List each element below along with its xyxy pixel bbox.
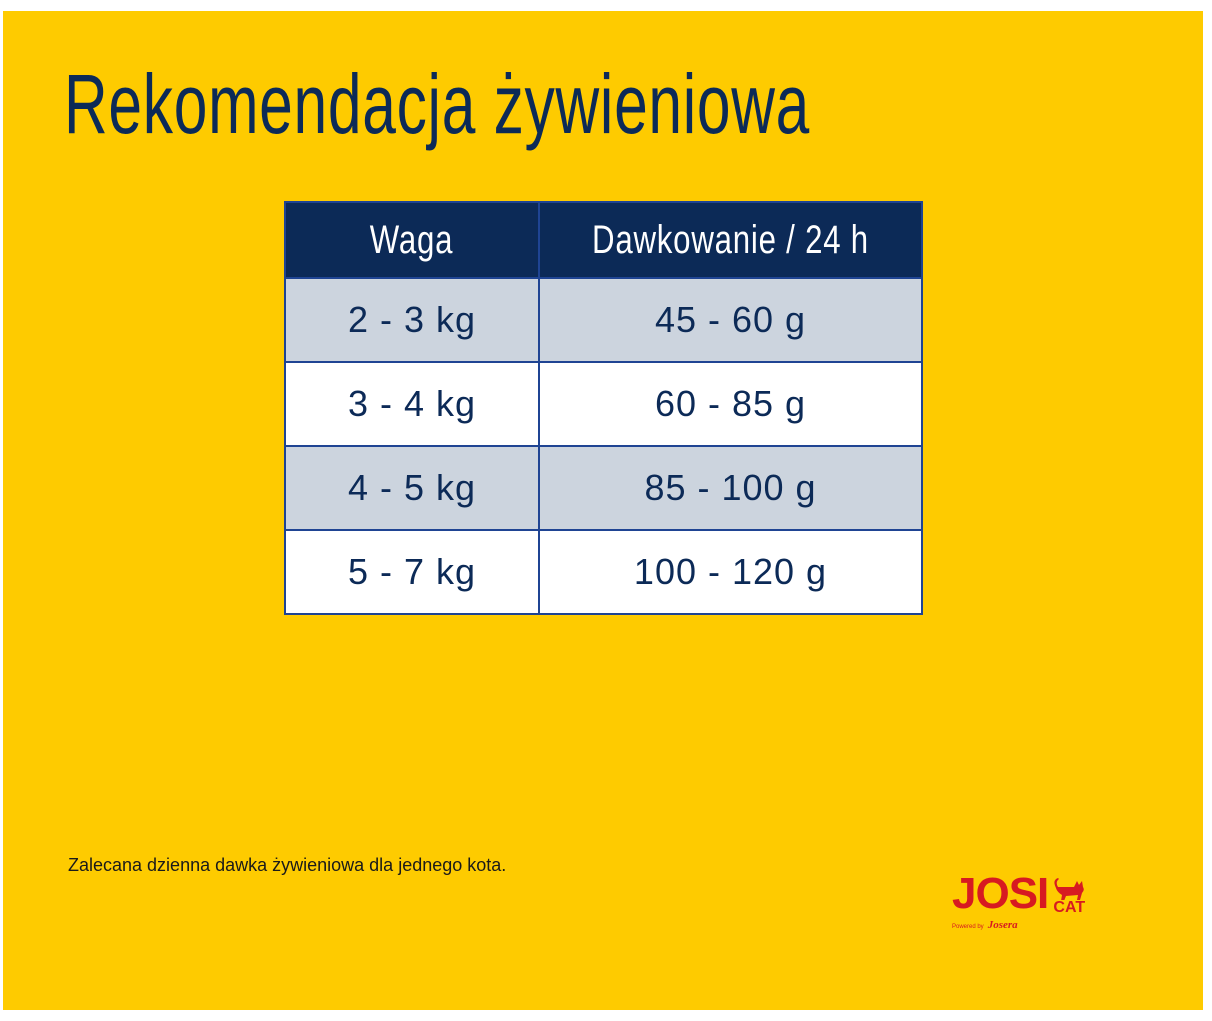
josicat-logo: JOSI CAT Powered by Josera xyxy=(952,872,1086,932)
dosage-cell: 100 - 120 g xyxy=(538,529,923,615)
header-weight: Waga xyxy=(284,201,540,279)
logo-sub: CAT xyxy=(1053,899,1086,916)
logo-brand: JOSI xyxy=(952,869,1049,918)
header-weight-label: Waga xyxy=(370,217,454,262)
dosage-cell: 45 - 60 g xyxy=(538,277,923,363)
logo-side: CAT xyxy=(1052,876,1086,916)
weight-cell: 3 - 4 kg xyxy=(284,361,540,447)
weight-cell: 2 - 3 kg xyxy=(284,277,540,363)
table-header-row: Waga Dawkowanie / 24 h xyxy=(284,201,923,279)
table-row: 4 - 5 kg 85 - 100 g xyxy=(284,445,923,531)
logo-maker: Josera xyxy=(987,919,1018,931)
logo-powered: Powered by xyxy=(952,924,984,930)
footnote: Zalecana dzienna dawka żywieniowa dla je… xyxy=(68,855,507,875)
table-row: 5 - 7 kg 100 - 120 g xyxy=(284,529,923,615)
table-row: 2 - 3 kg 45 - 60 g xyxy=(284,277,923,363)
page-title: Rekomendacja żywieniowa xyxy=(64,57,811,151)
dosage-cell: 60 - 85 g xyxy=(538,361,923,447)
table-row: 3 - 4 kg 60 - 85 g xyxy=(284,361,923,447)
feeding-table: Waga Dawkowanie / 24 h 2 - 3 kg 45 - 60 … xyxy=(284,201,923,615)
logo-main-row: JOSI CAT xyxy=(952,872,1086,916)
dosage-cell: 85 - 100 g xyxy=(538,445,923,531)
header-dosage: Dawkowanie / 24 h xyxy=(538,201,923,279)
weight-cell: 4 - 5 kg xyxy=(284,445,540,531)
logo-footer: Powered by Josera xyxy=(952,919,1086,932)
weight-cell: 5 - 7 kg xyxy=(284,529,540,615)
header-dosage-label: Dawkowanie / 24 h xyxy=(592,217,869,262)
cat-icon xyxy=(1054,878,1085,900)
